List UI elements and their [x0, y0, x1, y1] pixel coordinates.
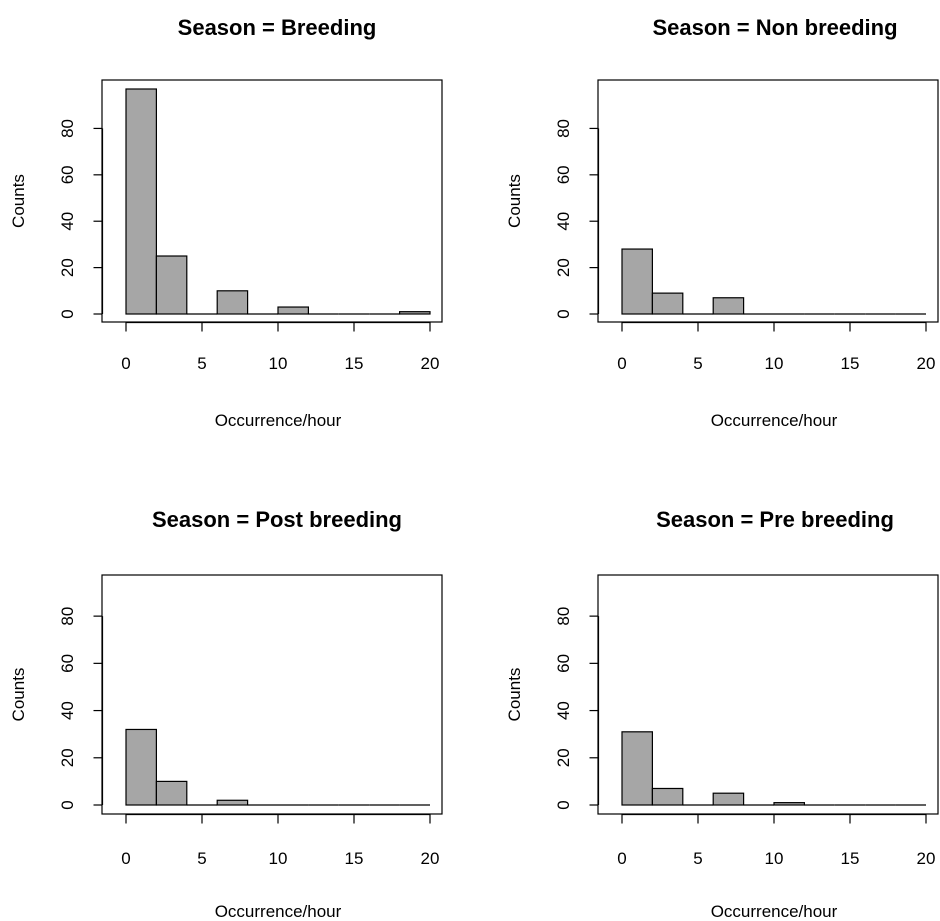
panel-pre-breeding: Season = Pre breeding 0 5 10 15 20 0 20 40 60 80 Oc…: [505, 507, 939, 921]
histogram-bar: [712, 792, 745, 806]
x-tick-label: 20: [421, 354, 440, 373]
x-tick-label: 20: [917, 354, 936, 373]
histogram-bar: [125, 728, 157, 806]
y-tick-label: 0: [58, 800, 77, 809]
x-tick-label: 5: [693, 354, 702, 373]
y-tick-label: 60: [58, 165, 77, 184]
y-tick-label: 80: [58, 607, 77, 626]
x-tick-label: 10: [269, 849, 288, 868]
chart-title: Season = Non breeding: [652, 15, 897, 40]
y-tick-label: 20: [58, 258, 77, 277]
histogram-bar: [712, 297, 745, 315]
y-axis-label: Counts: [9, 668, 28, 722]
y-tick-label: 60: [554, 165, 573, 184]
x-tick-label: 5: [197, 849, 206, 868]
y-axis-label: Counts: [505, 668, 524, 722]
y-axis-label: Counts: [505, 174, 524, 228]
histogram-bar: [621, 248, 653, 315]
histogram-bar: [651, 787, 684, 806]
chart-title: Season = Pre breeding: [656, 507, 894, 532]
y-axis-label: Counts: [9, 174, 28, 228]
panel-post-breeding: Season = Post breeding 0 5 10 15 20 0 20 40 60 80 O…: [9, 507, 443, 921]
y-tick-label: 60: [58, 654, 77, 673]
histogram-bar: [399, 311, 431, 315]
x-tick-label: 5: [197, 354, 206, 373]
histogram-bar: [216, 799, 249, 806]
x-axis-label: Occurrence/hour: [215, 902, 342, 921]
histogram-bar: [155, 255, 188, 315]
x-tick-label: 20: [917, 849, 936, 868]
x-tick-label: 10: [269, 354, 288, 373]
x-tick-label: 15: [841, 354, 860, 373]
y-tick-label: 40: [554, 701, 573, 720]
y-tick-label: 0: [58, 309, 77, 318]
y-tick-label: 80: [554, 119, 573, 138]
x-axis-label: Occurrence/hour: [711, 411, 838, 430]
histogram-bar: [773, 802, 805, 806]
y-tick-label: 0: [554, 800, 573, 809]
x-tick-label: 15: [841, 849, 860, 868]
chart-title: Season = Post breeding: [152, 507, 402, 532]
histogram-bar: [125, 88, 157, 315]
panel-breeding: Season = Breeding 0 5 10 15 20 0 20 40 60 80 Occurr…: [9, 15, 443, 430]
y-tick-label: 80: [58, 119, 77, 138]
histogram-bar: [216, 290, 249, 315]
x-tick-label: 10: [765, 849, 784, 868]
x-tick-label: 5: [693, 849, 702, 868]
x-tick-label: 0: [617, 354, 626, 373]
x-tick-label: 20: [421, 849, 440, 868]
x-tick-label: 10: [765, 354, 784, 373]
x-axis-label: Occurrence/hour: [215, 411, 342, 430]
x-tick-label: 15: [345, 849, 364, 868]
y-tick-label: 20: [554, 748, 573, 767]
y-tick-label: 40: [58, 212, 77, 231]
y-tick-label: 80: [554, 607, 573, 626]
histogram-bar: [651, 292, 684, 315]
y-tick-label: 60: [554, 654, 573, 673]
chart-title: Season = Breeding: [178, 15, 377, 40]
y-tick-label: 40: [554, 212, 573, 231]
x-tick-label: 0: [121, 354, 130, 373]
x-tick-label: 15: [345, 354, 364, 373]
panel-non-breeding: Season = Non breeding 0 5 10 15 20 0 20 40 60 80 Oc…: [505, 15, 939, 430]
y-tick-label: 20: [58, 748, 77, 767]
histogram-bar: [155, 780, 188, 806]
x-tick-label: 0: [121, 849, 130, 868]
x-tick-label: 0: [617, 849, 626, 868]
y-tick-label: 40: [58, 701, 77, 720]
histogram-bar: [277, 306, 309, 315]
x-axis-label: Occurrence/hour: [711, 902, 838, 921]
histogram-bar: [621, 731, 653, 806]
y-tick-label: 20: [554, 258, 573, 277]
y-tick-label: 0: [554, 309, 573, 318]
